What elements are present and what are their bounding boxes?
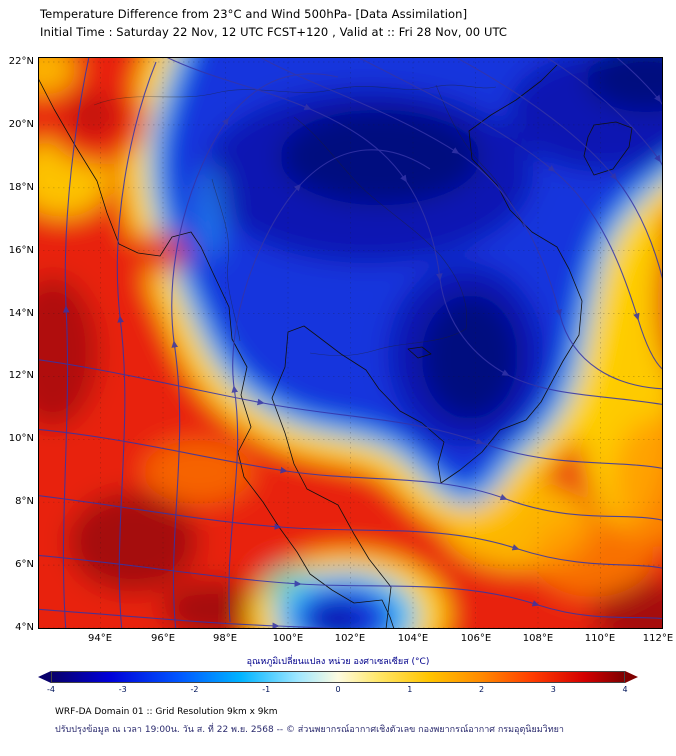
lat-tick-label: 22°N (8, 56, 34, 67)
lon-tick-label: 112°E (642, 633, 674, 644)
lon-tick-label: 100°E (272, 633, 304, 644)
weather-map-canvas (38, 57, 663, 629)
lat-tick-label: 16°N (8, 245, 34, 256)
lon-tick-label: 98°E (212, 633, 238, 644)
colorbar-tick-label: 0 (335, 685, 341, 694)
lon-tick-label: 108°E (522, 633, 554, 644)
lon-tick-label: 102°E (334, 633, 366, 644)
colorbar-tick-label: -1 (262, 685, 271, 694)
footer-update-info: ปรับปรุงข้อมูล ณ เวลา 19:00น. วัน ส. ที่… (55, 725, 564, 735)
lat-tick-label: 18°N (8, 182, 34, 193)
footer-domain-info: WRF-DA Domain 01 :: Grid Resolution 9km … (55, 707, 278, 717)
colorbar-right-arrow (625, 671, 638, 683)
map-plot-area (38, 57, 663, 629)
colorbar-title: อุณหภูมิเปลี่ยนแปลง หน่วย องศาเซลเซียส (… (246, 657, 430, 667)
lon-tick-label: 96°E (150, 633, 176, 644)
lon-tick-label: 104°E (397, 633, 429, 644)
page-subtitle: Initial Time : Saturday 22 Nov, 12 UTC F… (40, 25, 508, 39)
lat-tick-label: 8°N (15, 496, 34, 507)
colorbar-tick-label: 4 (622, 685, 628, 694)
lat-tick-label: 10°N (8, 433, 34, 444)
colorbar-tick-label: 2 (478, 685, 485, 694)
lat-tick-label: 20°N (8, 119, 34, 130)
colorbar-left-arrow (38, 671, 51, 683)
colorbar-tick-label: -3 (118, 685, 127, 694)
lon-tick-label: 94°E (87, 633, 113, 644)
colorbar-tick-label: 3 (550, 685, 556, 694)
lon-tick-label: 106°E (460, 633, 492, 644)
lat-tick-label: 12°N (8, 370, 34, 381)
page-title: Temperature Difference from 23°C and Win… (40, 7, 468, 21)
colorbar-gradient (51, 671, 625, 683)
lat-tick-label: 14°N (8, 308, 34, 319)
colorbar: -4 -3 -2 -1 0 1 2 3 4 (38, 671, 638, 694)
map-border (38, 57, 663, 629)
colorbar-tick-label: -4 (47, 685, 55, 694)
lon-tick-label: 110°E (584, 633, 616, 644)
wind-streamlines (38, 57, 663, 629)
lat-tick-label: 4°N (15, 622, 34, 633)
lat-tick-label: 6°N (15, 559, 34, 570)
colorbar-tick-label: -2 (190, 685, 199, 694)
colorbar-ticks: -4 -3 -2 -1 0 1 2 3 4 (47, 685, 628, 696)
colorbar-tick-label: 1 (407, 685, 413, 694)
